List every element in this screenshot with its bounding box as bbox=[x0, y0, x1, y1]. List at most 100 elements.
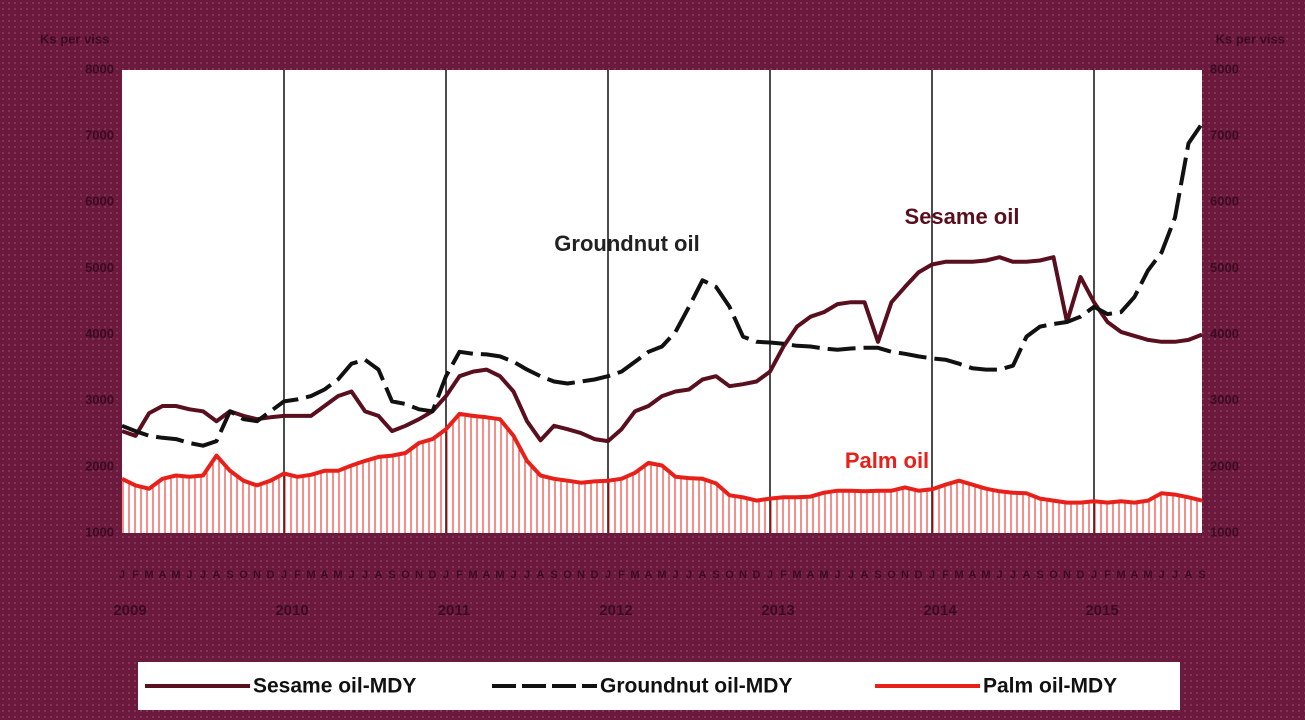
x-tick-label: D bbox=[267, 569, 275, 581]
year-label: 2013 bbox=[761, 602, 794, 619]
x-tick-label: D bbox=[915, 569, 923, 581]
x-tick-label: A bbox=[699, 569, 707, 581]
year-label: 2015 bbox=[1085, 602, 1118, 619]
x-tick-label: A bbox=[159, 569, 167, 581]
x-tick-label: F bbox=[780, 569, 787, 581]
x-tick-label: A bbox=[321, 569, 329, 581]
x-tick-label: J bbox=[119, 569, 125, 581]
x-tick-label: J bbox=[929, 569, 935, 581]
x-tick-label: F bbox=[294, 569, 301, 581]
x-tick-label: A bbox=[1131, 569, 1139, 581]
annotation: Sesame oil bbox=[905, 204, 1020, 229]
y-axis-title: Ks per viss bbox=[40, 31, 109, 46]
x-tick-label: J bbox=[510, 569, 516, 581]
x-tick-label: N bbox=[253, 569, 261, 581]
legend-label: Groundnut oil-MDY bbox=[600, 675, 792, 698]
y-tick-label: 4000 bbox=[85, 326, 114, 341]
x-tick-label: A bbox=[375, 569, 383, 581]
legend-label: Sesame oil-MDY bbox=[253, 675, 416, 698]
x-tick-label: D bbox=[1077, 569, 1085, 581]
x-tick-label: A bbox=[537, 569, 545, 581]
x-tick-label: A bbox=[861, 569, 869, 581]
x-tick-label: S bbox=[712, 569, 719, 581]
x-tick-label: F bbox=[456, 569, 463, 581]
x-tick-label: S bbox=[388, 569, 395, 581]
plot-area bbox=[122, 70, 1202, 533]
x-tick-label: J bbox=[996, 569, 1002, 581]
x-tick-label: M bbox=[792, 569, 801, 581]
x-tick-label: J bbox=[767, 569, 773, 581]
x-tick-label: O bbox=[239, 569, 248, 581]
x-tick-label: J bbox=[200, 569, 206, 581]
y2-tick-label: 7000 bbox=[1210, 128, 1239, 143]
x-tick-label: D bbox=[591, 569, 599, 581]
y-tick-label: 5000 bbox=[85, 260, 114, 275]
x-tick-label: J bbox=[281, 569, 287, 581]
x-tick-label: J bbox=[524, 569, 530, 581]
x-tick-label: M bbox=[468, 569, 477, 581]
x-tick-label: A bbox=[483, 569, 491, 581]
x-tick-label: M bbox=[981, 569, 990, 581]
x-tick-label: J bbox=[672, 569, 678, 581]
legend bbox=[138, 662, 1180, 710]
x-tick-label: M bbox=[819, 569, 828, 581]
year-label: 2014 bbox=[923, 602, 957, 619]
x-tick-label: J bbox=[443, 569, 449, 581]
annotation: Groundnut oil bbox=[554, 231, 699, 256]
y2-tick-label: 6000 bbox=[1210, 194, 1239, 209]
x-tick-label: S bbox=[226, 569, 233, 581]
x-tick-label: D bbox=[429, 569, 437, 581]
y-tick-label: 7000 bbox=[85, 128, 114, 143]
x-tick-label: M bbox=[495, 569, 504, 581]
series-line bbox=[121, 122, 1204, 448]
annotation: Palm oil bbox=[845, 448, 929, 473]
x-tick-label: A bbox=[969, 569, 977, 581]
y2-tick-label: 8000 bbox=[1210, 61, 1239, 76]
x-tick-label: A bbox=[1185, 569, 1193, 581]
x-tick-label: F bbox=[1104, 569, 1111, 581]
x-tick-label: S bbox=[1036, 569, 1043, 581]
x-tick-label: M bbox=[333, 569, 342, 581]
x-tick-label: S bbox=[550, 569, 557, 581]
x-tick-label: A bbox=[807, 569, 815, 581]
x-tick-label: J bbox=[605, 569, 611, 581]
x-tick-label: J bbox=[1091, 569, 1097, 581]
x-tick-label: J bbox=[834, 569, 840, 581]
y2-tick-label: 2000 bbox=[1210, 458, 1239, 473]
x-tick-label: S bbox=[1198, 569, 1205, 581]
series-line bbox=[121, 255, 1203, 444]
x-tick-label: A bbox=[645, 569, 653, 581]
x-tick-label: N bbox=[577, 569, 585, 581]
x-tick-label: F bbox=[618, 569, 625, 581]
x-tick-label: N bbox=[901, 569, 909, 581]
year-label: 2009 bbox=[113, 602, 146, 619]
x-tick-label: F bbox=[132, 569, 139, 581]
x-tick-label: O bbox=[887, 569, 896, 581]
y-tick-label: 3000 bbox=[85, 392, 114, 407]
x-tick-label: M bbox=[306, 569, 315, 581]
year-label: 2012 bbox=[599, 602, 632, 619]
x-tick-label: O bbox=[1049, 569, 1058, 581]
y-tick-label: 6000 bbox=[85, 194, 114, 209]
x-tick-label: J bbox=[686, 569, 692, 581]
legend-label: Palm oil-MDY bbox=[983, 675, 1117, 698]
x-tick-label: N bbox=[415, 569, 423, 581]
series-line bbox=[121, 411, 1203, 505]
x-tick-label: M bbox=[630, 569, 639, 581]
x-tick-label: O bbox=[401, 569, 410, 581]
x-tick-label: A bbox=[213, 569, 221, 581]
x-tick-label: N bbox=[1063, 569, 1071, 581]
x-tick-label: D bbox=[753, 569, 761, 581]
y-tick-label: 2000 bbox=[85, 458, 114, 473]
x-tick-label: M bbox=[171, 569, 180, 581]
x-tick-label: M bbox=[1116, 569, 1125, 581]
x-tick-label: S bbox=[874, 569, 881, 581]
x-tick-label: O bbox=[563, 569, 572, 581]
y2-tick-label: 4000 bbox=[1210, 326, 1239, 341]
year-label: 2011 bbox=[438, 602, 471, 619]
x-tick-label: F bbox=[942, 569, 949, 581]
x-tick-label: M bbox=[657, 569, 666, 581]
y2-tick-label: 1000 bbox=[1210, 524, 1239, 539]
y-tick-label: 1000 bbox=[85, 524, 114, 539]
